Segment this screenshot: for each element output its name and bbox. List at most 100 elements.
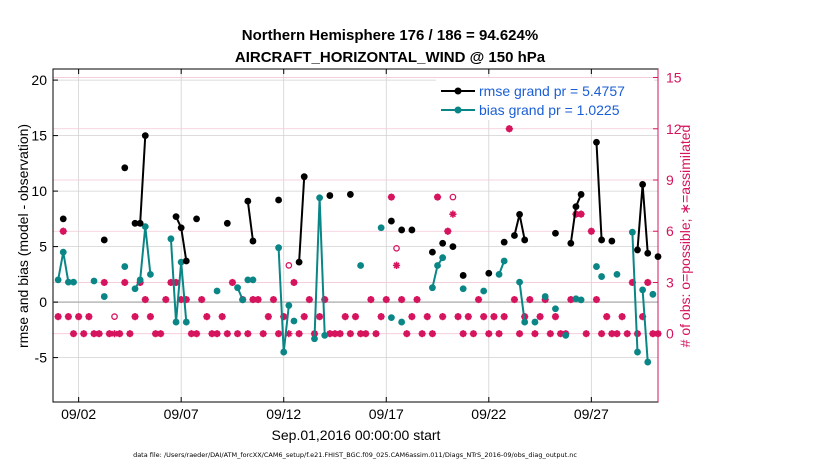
obs-assimilated-marker (387, 193, 395, 201)
bias-point (70, 278, 77, 286)
bias-point (434, 262, 441, 269)
bias-point (121, 263, 129, 270)
obs-assimilated-marker (362, 330, 370, 338)
rmse-line-segment (569, 194, 583, 244)
obs-assimilated-marker (213, 330, 221, 338)
bias-point (147, 270, 154, 278)
rmse-point (408, 226, 416, 234)
obs-assimilated-marker (623, 330, 631, 338)
bias-point (552, 305, 559, 313)
bias-point (177, 258, 185, 266)
bias-point (439, 254, 447, 262)
legend-label-bias: bias grand pr = 1.0225 (479, 102, 620, 118)
rmse-point (511, 232, 518, 239)
obs-assimilated-marker (490, 313, 498, 321)
obs-assimilated-marker (100, 278, 108, 287)
obs-assimilated-marker (162, 295, 170, 304)
obs-assimilated-marker (223, 330, 231, 338)
obs-assimilated-marker (357, 330, 365, 338)
obs-assimilated-marker (480, 313, 488, 321)
obs-assimilated-marker (649, 330, 657, 338)
bias-point (521, 318, 529, 326)
obs-assimilated-marker (218, 313, 226, 321)
rmse-point (177, 224, 185, 232)
obs-assimilated-marker (121, 278, 129, 287)
obs-assimilated-marker (203, 313, 211, 321)
obs-assimilated-marker (182, 295, 190, 304)
bias-point (598, 273, 606, 280)
y2-tick-label: 15 (666, 70, 682, 86)
obs-assimilated-marker (233, 330, 242, 338)
obs-assimilated-marker (556, 330, 565, 338)
obs-assimilated-marker (346, 330, 354, 338)
bias-point (316, 194, 324, 202)
bias-point (541, 293, 549, 300)
series-layer (54, 132, 662, 366)
bias-point (280, 348, 288, 356)
rmse-point (59, 215, 67, 223)
rmse-point (485, 269, 493, 277)
obs-assimilated-marker (249, 295, 257, 304)
obs-assimilated-marker (515, 330, 524, 338)
obs-assimilated-marker (613, 330, 621, 338)
rmse-point (500, 238, 508, 246)
y-tick-label: 10 (31, 183, 47, 199)
obs-assimilated-marker (423, 313, 431, 321)
obs-assimilated-marker (75, 313, 83, 321)
rmse-point (136, 219, 144, 227)
obs-assimilated-marker (351, 313, 360, 321)
rmse-point (639, 181, 647, 188)
bias-point (239, 296, 247, 304)
x-tick-label: 09/12 (266, 406, 301, 422)
bias-point (562, 332, 570, 339)
obs-assimilated-marker (336, 330, 344, 338)
bias-point (613, 270, 621, 278)
obs-assimilated-marker (500, 313, 508, 321)
obs-assimilated-marker (269, 295, 278, 304)
legend-label-rmse: rmse grand pr = 5.4757 (479, 83, 625, 99)
rmse-point (593, 138, 600, 146)
bias-point (234, 284, 241, 292)
y-tick-label: -5 (35, 350, 48, 366)
bias-point (167, 235, 175, 243)
rmse-point (300, 173, 308, 181)
obs-assimilated-marker (146, 313, 155, 321)
x-tick-label: 09/22 (471, 406, 506, 422)
obs-assimilated-marker (316, 313, 324, 321)
obs-assimilated-marker (582, 330, 590, 338)
obs-assimilated-marker (546, 330, 554, 338)
obs-assimilated-marker (367, 295, 375, 304)
obs-assimilated-marker (567, 295, 575, 304)
rmse-point (634, 246, 641, 254)
bias-point (182, 318, 190, 326)
bias-line-segment (631, 232, 639, 353)
y2-tick-label: 0 (666, 326, 674, 342)
obs-assimilated-marker (428, 330, 437, 338)
obs-assimilated-marker (116, 330, 124, 338)
obs-assimilated-marker (510, 295, 519, 304)
obs-assimilated-marker (644, 278, 652, 287)
rmse-point (449, 243, 457, 251)
obs-possible-marker (285, 262, 293, 269)
obs-possible-marker (111, 313, 118, 320)
obs-assimilated-marker (90, 330, 98, 338)
footer-data-file: data file: /Users/raeder/DAI/ATM_forcXX/… (133, 451, 577, 459)
obs-assimilated-marker (526, 295, 534, 304)
obs-assimilated-marker (54, 313, 62, 321)
bias-point (459, 285, 467, 293)
obs-assimilated-marker (300, 313, 308, 321)
rmse-point (141, 132, 149, 140)
obs-assimilated-marker (285, 330, 293, 338)
obs-assimilated-marker (192, 330, 201, 338)
obs-assimilated-marker (85, 313, 93, 321)
obs-assimilated-marker (654, 330, 662, 338)
obs-assimilated-marker (341, 313, 349, 321)
obs-assimilated-marker (110, 330, 119, 338)
bias-point (495, 270, 503, 278)
legend: rmse grand pr = 5.4757 bias grand pr = 1… (436, 78, 654, 120)
obs-assimilated-marker (439, 313, 447, 321)
obs-assimilated-marker (449, 210, 457, 218)
rmse-line-segment (135, 135, 147, 225)
obs-assimilated-marker (131, 313, 139, 321)
